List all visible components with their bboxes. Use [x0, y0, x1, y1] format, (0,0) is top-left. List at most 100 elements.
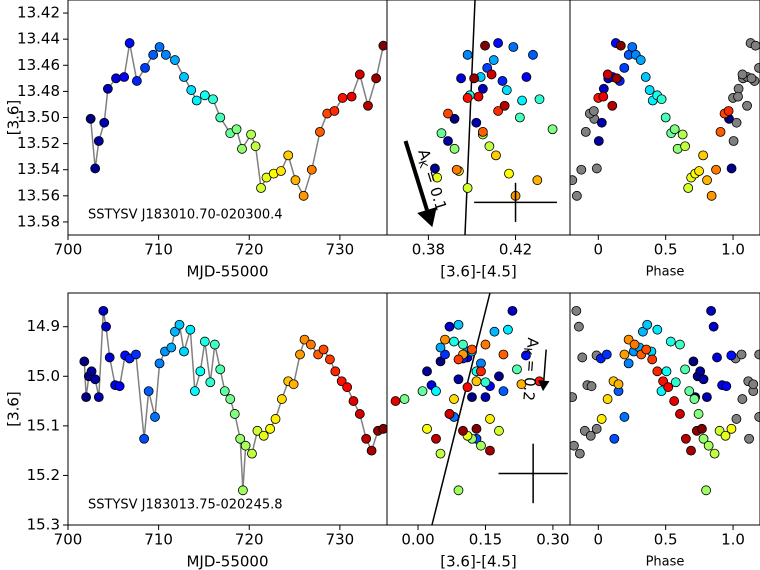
- data-point: [449, 143, 460, 154]
- x-axis-label: Phase: [646, 265, 685, 280]
- data-point: [325, 354, 335, 365]
- x-tick-label: 710: [144, 241, 173, 259]
- x-tick-label: 0.15: [469, 531, 502, 549]
- data-point: [453, 485, 464, 496]
- data-point: [480, 392, 491, 403]
- data-point: [476, 366, 486, 377]
- data-point: [85, 113, 96, 124]
- wrapped-point: [742, 100, 752, 111]
- x-tick-label: 0.5: [654, 241, 678, 259]
- wrapped-point: [591, 423, 602, 434]
- reddening-line: [464, 0, 476, 235]
- y-tick-label: 13.54: [17, 160, 60, 178]
- data-point: [528, 49, 538, 60]
- data-point: [170, 55, 180, 65]
- panel: 0 0.5 1.0 Phase: [569, 0, 760, 280]
- plot-area: [570, 38, 760, 201]
- data-point: [361, 433, 372, 444]
- data-point: [501, 85, 512, 95]
- data-point: [675, 409, 685, 419]
- data-point: [698, 374, 709, 385]
- data-point: [431, 386, 441, 397]
- data-point: [521, 72, 532, 82]
- data-point: [458, 339, 468, 350]
- data-point: [417, 386, 428, 397]
- data-point: [514, 112, 525, 123]
- data-point: [449, 394, 459, 404]
- data-point: [166, 342, 177, 353]
- data-point: [246, 129, 256, 140]
- data-point: [435, 448, 446, 459]
- data-point: [619, 62, 630, 73]
- data-point: [660, 112, 671, 123]
- data-point: [390, 396, 401, 406]
- data-point: [435, 342, 446, 353]
- y-tick-label: 14.9: [27, 317, 60, 335]
- data-point: [348, 396, 359, 406]
- data-point: [665, 336, 676, 347]
- data-point: [669, 124, 680, 135]
- data-point: [669, 396, 680, 406]
- data-point: [346, 91, 357, 102]
- data-point: [629, 339, 640, 350]
- data-point: [456, 73, 466, 84]
- wrapped-point: [591, 163, 602, 174]
- data-point: [609, 433, 620, 444]
- data-point: [219, 386, 230, 397]
- data-point: [601, 349, 612, 360]
- data-point: [179, 346, 189, 357]
- data-point: [703, 440, 714, 451]
- wrapped-point: [571, 190, 582, 201]
- data-point: [680, 364, 690, 375]
- panel-frame: [67, 292, 388, 526]
- y-tick-label: 13.58: [17, 212, 60, 230]
- data-point: [250, 141, 261, 152]
- panel-frame: [67, 0, 388, 236]
- data-point: [283, 150, 294, 161]
- y-tick-label: 13.48: [17, 82, 60, 100]
- data-point: [462, 183, 473, 193]
- y-tick-label: 13.56: [17, 186, 60, 204]
- data-point: [185, 324, 196, 335]
- data-point: [693, 409, 704, 419]
- panel: 0 0.5 1.0 Phase: [569, 292, 760, 570]
- x-axis-label: MJD-55000: [186, 263, 268, 281]
- data-point: [318, 344, 329, 355]
- data-point: [444, 409, 455, 419]
- wrapped-point: [580, 126, 591, 137]
- data-point: [305, 339, 316, 350]
- data-point: [686, 445, 696, 456]
- reddening-arrow: [403, 140, 429, 211]
- data-point: [503, 324, 513, 335]
- plot-area: [390, 293, 568, 525]
- wrapped-point: [750, 40, 760, 51]
- data-point: [240, 440, 251, 451]
- y-tick-label: 13.52: [17, 134, 60, 152]
- annotation: SSTYSV J183010.70-020300.4: [88, 208, 283, 223]
- data-point: [493, 38, 504, 48]
- x-tick-label: 0.38: [412, 241, 445, 259]
- data-point: [329, 106, 340, 116]
- data-point: [596, 117, 607, 128]
- data-point: [186, 85, 197, 95]
- wrapped-point: [570, 440, 579, 451]
- data-point: [93, 136, 104, 146]
- y-tick-label: 13.42: [17, 4, 60, 22]
- data-point: [119, 72, 130, 82]
- data-point: [443, 108, 453, 119]
- data-point: [476, 440, 486, 451]
- data-point: [235, 433, 246, 444]
- panel: 0.38 0.42[3.6]-[4.5]AK = 0.1: [386, 0, 571, 281]
- arrow-head: [538, 380, 550, 392]
- data-point: [378, 40, 387, 51]
- panel-frame: [386, 0, 571, 236]
- data-point: [521, 350, 531, 361]
- data-point: [485, 445, 495, 456]
- wrapped-point: [574, 448, 585, 459]
- data-point: [635, 55, 646, 65]
- x-tick-label: 0.42: [499, 241, 532, 259]
- data-point: [104, 352, 115, 363]
- data-point: [702, 175, 712, 186]
- data-point: [467, 392, 477, 403]
- data-point: [697, 423, 707, 434]
